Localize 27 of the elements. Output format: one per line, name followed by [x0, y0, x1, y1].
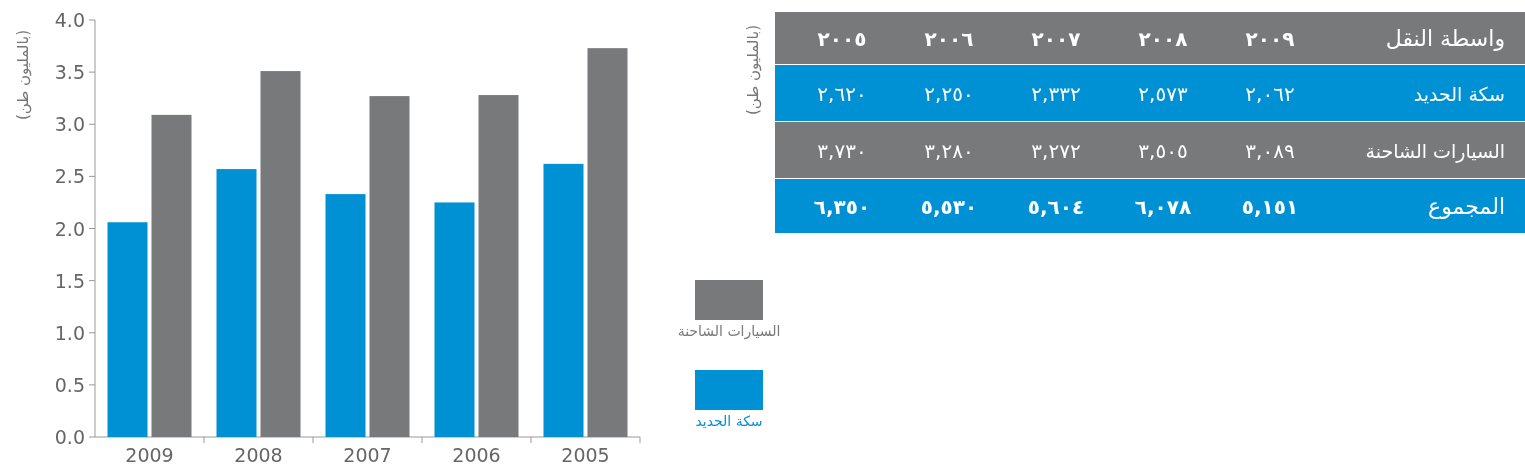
- y-axis-title: (بالمليون طن): [14, 29, 32, 121]
- bar: [107, 222, 148, 437]
- y-tick-label: 0.5: [54, 373, 85, 396]
- bar: [260, 71, 301, 437]
- x-tick-label: 2007: [343, 444, 392, 464]
- x-tick-label: 2009: [125, 444, 174, 464]
- x-tick-label: 2006: [452, 444, 501, 464]
- bar: [216, 169, 257, 437]
- bar: [434, 202, 475, 437]
- table: واسطة النقل ٢٠٠٩ ٢٠٠٨ ٢٠٠٧ ٢٠٠٦ ٢٠٠٥ سكة الحديد ٢,٠٦٢ ٢,٥٧٣ ٢,٣٣٢ ٢,٢٥٠ ٢,٦٢٠ السيارات الشاحنة ٣,٠٨٩ ٣,٥٠٥ ٣,٢٧٢ ٣,٢٨٠ ٣,٧٣٠ المجموع ٥,١٥١ ٦,٠٧٨ ٥,٦٠٤ ٥,٥٣٠ ٦,٣٥٠ (بالمليون طن): [744, 12, 1525, 233]
- y-tick-label: 2.0: [54, 217, 85, 240]
- bar: [325, 194, 366, 437]
- legend: السيارات الشاحنة سكة الحديد: [677, 280, 781, 429]
- y-tick-label: 1.0: [54, 321, 85, 344]
- y-tick-label: 4.0: [54, 9, 85, 31]
- y-tick-label: 3.0: [54, 113, 85, 136]
- x-tick-label: 2008: [234, 444, 283, 464]
- y-tick-label: 1.5: [54, 269, 85, 292]
- bar: [478, 95, 519, 437]
- bar: [543, 163, 584, 437]
- bar: [151, 114, 192, 437]
- bar: [369, 96, 410, 437]
- y-tick-label: 0.0: [54, 426, 85, 448]
- bar: [587, 48, 628, 437]
- y-tick-label: 3.5: [54, 61, 85, 84]
- x-tick-label: 2005: [561, 444, 610, 464]
- y-tick-label: 2.5: [54, 165, 85, 188]
